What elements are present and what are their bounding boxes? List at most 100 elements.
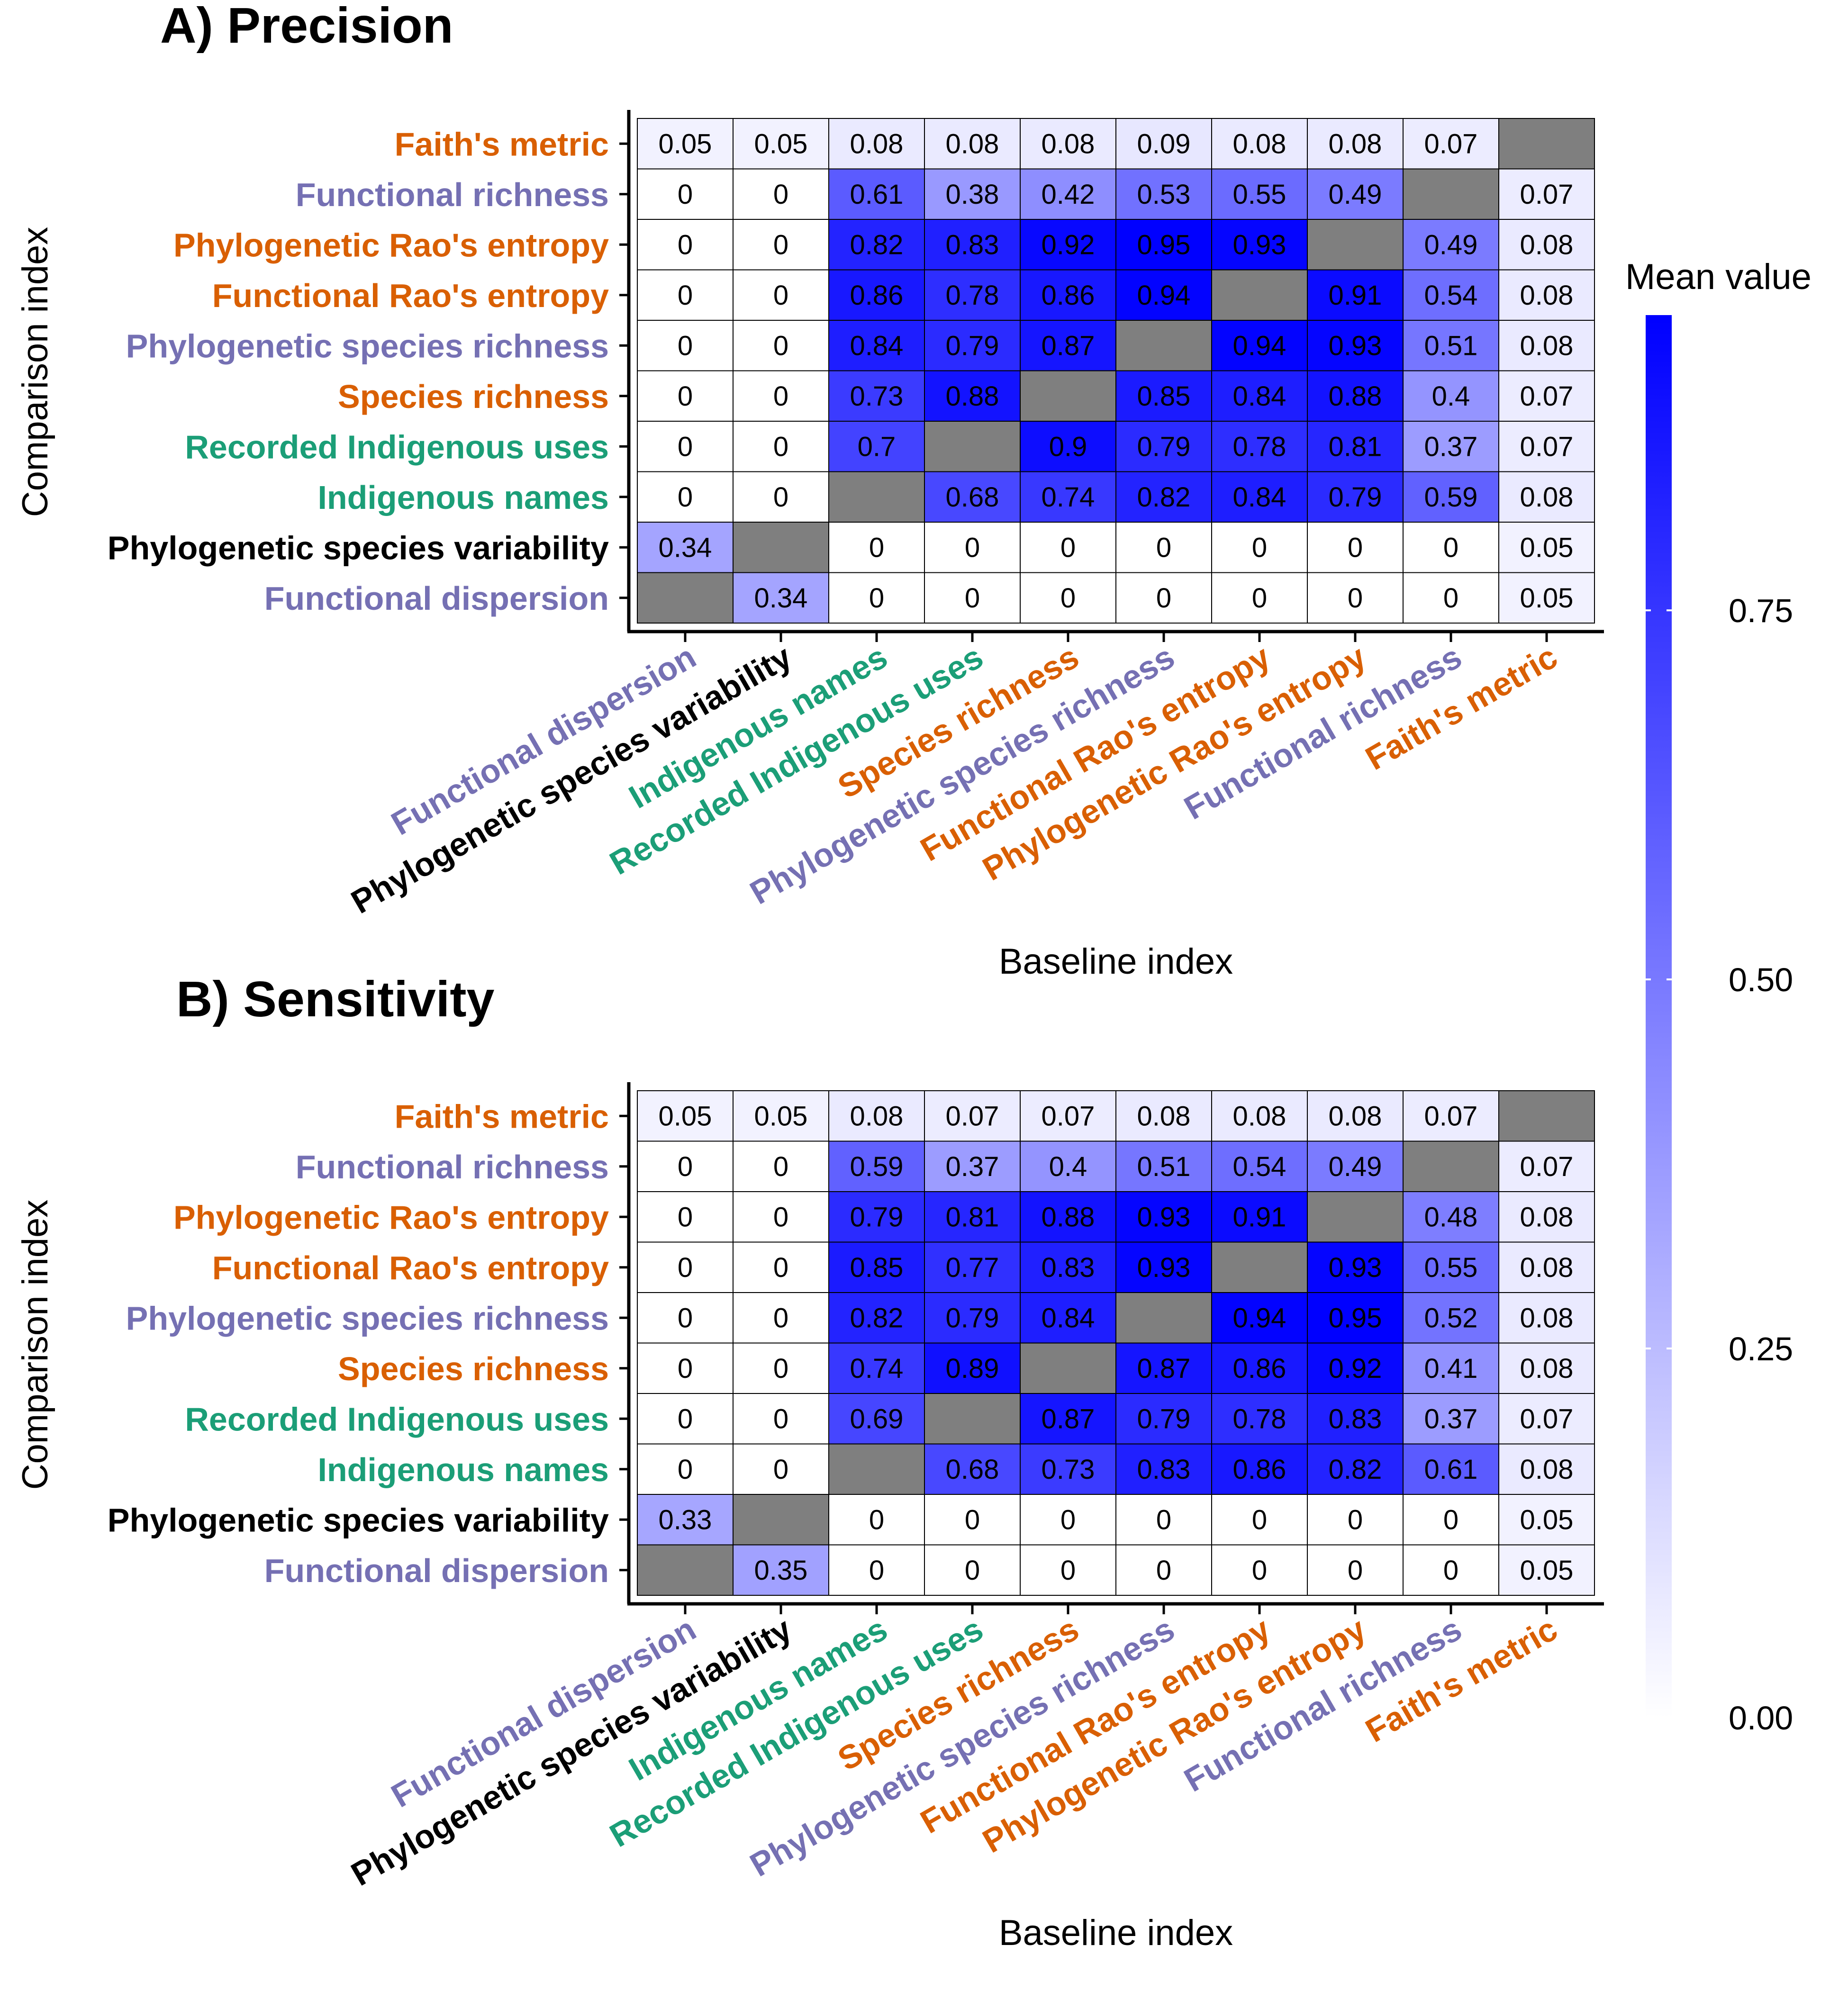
cell-value-label: 0.94 bbox=[1233, 330, 1286, 361]
cell-value-label: 0 bbox=[965, 1504, 980, 1535]
cell-value-label: 0 bbox=[773, 1151, 788, 1182]
heatmap-cell bbox=[733, 572, 829, 624]
cell-value-label: 0.09 bbox=[1137, 128, 1191, 159]
cell-value-label: 0.86 bbox=[850, 280, 904, 311]
cell-value-label: 0.82 bbox=[850, 229, 904, 260]
cell-value-label: 0.41 bbox=[1424, 1353, 1478, 1384]
cell-value-label: 0 bbox=[678, 431, 693, 462]
heatmap-cell bbox=[1020, 1140, 1116, 1192]
y-axis-title: Comparison index bbox=[15, 1200, 55, 1490]
heatmap-cell bbox=[1403, 1342, 1499, 1394]
cell-value-label: 0 bbox=[1443, 1555, 1458, 1586]
y-tick-label: Functional dispersion bbox=[264, 580, 609, 617]
cell-value-label: 0.08 bbox=[1137, 1101, 1191, 1131]
y-tick-label: Faith's metric bbox=[395, 126, 609, 163]
heatmap-cell bbox=[1498, 1241, 1595, 1293]
cell-value-label: 0 bbox=[1443, 583, 1458, 614]
heatmap-cell bbox=[1307, 1292, 1404, 1344]
cell-value-label: 0 bbox=[773, 1252, 788, 1283]
heatmap-cell bbox=[828, 1241, 925, 1293]
heatmap-cell bbox=[1498, 1191, 1595, 1243]
cell-value-label: 0.51 bbox=[1424, 330, 1478, 361]
heatmap-cell-missing bbox=[637, 572, 734, 624]
cell-value-label: 0.08 bbox=[1520, 482, 1574, 513]
cell-value-label: 0 bbox=[1060, 1504, 1076, 1535]
heatmap-cell bbox=[924, 572, 1021, 624]
heatmap-cell bbox=[1020, 1494, 1116, 1546]
cell-value-label: 0.93 bbox=[1137, 1202, 1191, 1232]
cell-value-label: 0.07 bbox=[1520, 1151, 1574, 1182]
y-tick-label: Functional Rao's entropy bbox=[212, 1249, 609, 1286]
cell-value-label: 0 bbox=[678, 1454, 693, 1485]
heatmap-cell bbox=[637, 1443, 734, 1495]
cell-value-label: 0.83 bbox=[1042, 1252, 1095, 1283]
cell-value-label: 0.08 bbox=[1520, 1202, 1574, 1232]
heatmap-cell bbox=[637, 522, 734, 573]
cell-value-label: 0.79 bbox=[1329, 482, 1382, 513]
legend-tick-label: 0.00 bbox=[1729, 1700, 1793, 1737]
cell-value-label: 0.82 bbox=[850, 1303, 904, 1333]
cell-value-label: 0 bbox=[773, 482, 788, 513]
heatmap-cell bbox=[1498, 219, 1595, 271]
heatmap-cell bbox=[924, 1140, 1021, 1192]
heatmap-cell bbox=[1498, 1544, 1595, 1596]
heatmap-cell bbox=[924, 1544, 1021, 1596]
cell-value-label: 0 bbox=[1348, 583, 1363, 614]
cell-value-label: 0.37 bbox=[1424, 1403, 1478, 1434]
heatmap-cell bbox=[1020, 219, 1116, 271]
heatmap-cell-missing bbox=[1403, 1140, 1499, 1192]
heatmap-cell bbox=[1115, 1241, 1212, 1293]
cell-value-label: 0.34 bbox=[659, 532, 712, 563]
heatmap-cell bbox=[1403, 1494, 1499, 1546]
cell-value-label: 0.85 bbox=[850, 1252, 904, 1283]
y-tick-label: Recorded Indigenous uses bbox=[185, 428, 609, 465]
heatmap-cell bbox=[733, 118, 829, 170]
y-axis-title: Comparison index bbox=[15, 227, 55, 517]
heatmap-cell bbox=[733, 1393, 829, 1445]
cell-value-label: 0.84 bbox=[1042, 1303, 1095, 1333]
heatmap-cell bbox=[733, 219, 829, 271]
cell-value-label: 0.49 bbox=[1424, 229, 1478, 260]
cell-value-label: 0 bbox=[678, 482, 693, 513]
y-tick-label: Phylogenetic Rao's entropy bbox=[173, 226, 609, 263]
heatmap-cell bbox=[1211, 1191, 1308, 1243]
cell-value-label: 0.93 bbox=[1329, 330, 1382, 361]
heatmap-cell bbox=[828, 118, 925, 170]
cell-value-label: 0.34 bbox=[754, 583, 808, 614]
heatmap-cell bbox=[1307, 421, 1404, 472]
heatmap-cell bbox=[637, 1140, 734, 1192]
cell-value-label: 0.74 bbox=[850, 1353, 904, 1384]
cell-value-label: 0.05 bbox=[1520, 532, 1574, 563]
heatmap-cell bbox=[1307, 1090, 1404, 1142]
heatmap-cell bbox=[1498, 522, 1595, 573]
y-tick-label: Faith's metric bbox=[395, 1098, 609, 1135]
cell-value-label: 0.07 bbox=[1042, 1101, 1095, 1131]
heatmap-cell bbox=[637, 421, 734, 472]
heatmap-cell-missing bbox=[1020, 1342, 1116, 1394]
cell-value-label: 0 bbox=[1443, 1504, 1458, 1535]
cell-value-label: 0 bbox=[869, 583, 884, 614]
x-axis-title: Baseline index bbox=[999, 1913, 1233, 1953]
heatmap-cell bbox=[1403, 1443, 1499, 1495]
y-tick-label: Functional richness bbox=[296, 1149, 609, 1185]
heatmap-cell bbox=[637, 320, 734, 371]
legend-title: Mean value bbox=[1625, 257, 1812, 297]
cell-value-label: 0.08 bbox=[850, 1101, 904, 1131]
y-tick-label: Functional dispersion bbox=[264, 1552, 609, 1589]
cell-value-label: 0 bbox=[773, 1353, 788, 1384]
cell-value-label: 0 bbox=[1060, 1555, 1076, 1586]
heatmap-cell bbox=[733, 320, 829, 371]
cell-value-label: 0.08 bbox=[1233, 1101, 1286, 1131]
heatmap-cell bbox=[924, 471, 1021, 523]
cell-value-label: 0.08 bbox=[1329, 1101, 1382, 1131]
cell-value-label: 0.79 bbox=[1137, 1403, 1191, 1434]
legend-tick-label: 0.75 bbox=[1729, 592, 1793, 629]
heatmap-cell bbox=[1020, 1292, 1116, 1344]
heatmap-cell bbox=[1211, 1544, 1308, 1596]
cell-value-label: 0.52 bbox=[1424, 1303, 1478, 1333]
heatmap-cell-missing bbox=[637, 1544, 734, 1596]
cell-value-label: 0 bbox=[1348, 532, 1363, 563]
cell-value-label: 0 bbox=[678, 1151, 693, 1182]
cell-value-label: 0.78 bbox=[1233, 431, 1286, 462]
heatmap-cell bbox=[637, 118, 734, 170]
